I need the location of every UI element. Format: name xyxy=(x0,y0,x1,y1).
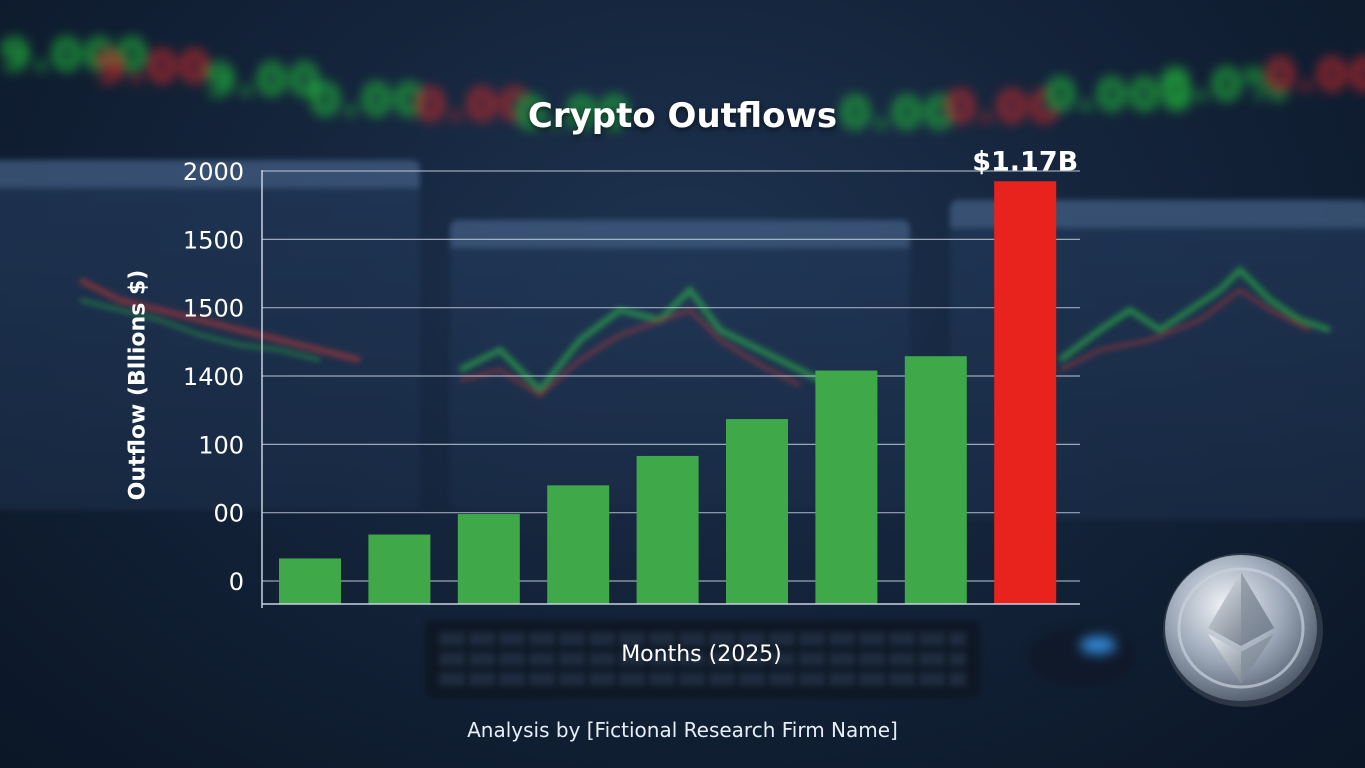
bar xyxy=(815,370,878,604)
bars xyxy=(279,181,1057,604)
footer-credit: Analysis by [Fictional Research Firm Nam… xyxy=(467,718,898,742)
background-monitor-left xyxy=(0,160,420,510)
background-keyboard xyxy=(425,620,980,698)
annotations: $1.17B xyxy=(972,146,1078,177)
y-tick-label: 100 xyxy=(198,431,244,459)
x-axis-label: Months (2025) xyxy=(621,642,782,667)
axes xyxy=(261,170,1080,608)
y-tick-label: 2000 xyxy=(183,158,244,186)
y-tick-label: 00 xyxy=(213,500,244,528)
y-tick-label: 1500 xyxy=(183,295,244,323)
y-tick-label: 0 xyxy=(229,568,244,596)
background-mouse xyxy=(1028,628,1136,686)
bar xyxy=(904,356,967,604)
y-tick-label: 1500 xyxy=(183,226,244,254)
ethereum-coin-icon xyxy=(1163,553,1323,707)
background-ticker-strip: 9.000 9.00 9.00 0.00 0.00 0.00 0.00 0.00… xyxy=(0,30,1365,139)
y-tick-label: 1400 xyxy=(183,363,244,391)
mouse-light xyxy=(1080,636,1116,654)
y-axis-label: Outflow (Bllions $) xyxy=(125,269,151,501)
bar xyxy=(279,558,341,604)
bar xyxy=(994,181,1057,604)
bar xyxy=(547,485,610,604)
bar xyxy=(457,514,520,604)
chart-title: Crypto Outflows xyxy=(527,96,838,136)
bar xyxy=(726,419,788,604)
bar xyxy=(368,534,431,604)
data-label: $1.17B xyxy=(972,146,1078,177)
bar xyxy=(636,455,699,604)
